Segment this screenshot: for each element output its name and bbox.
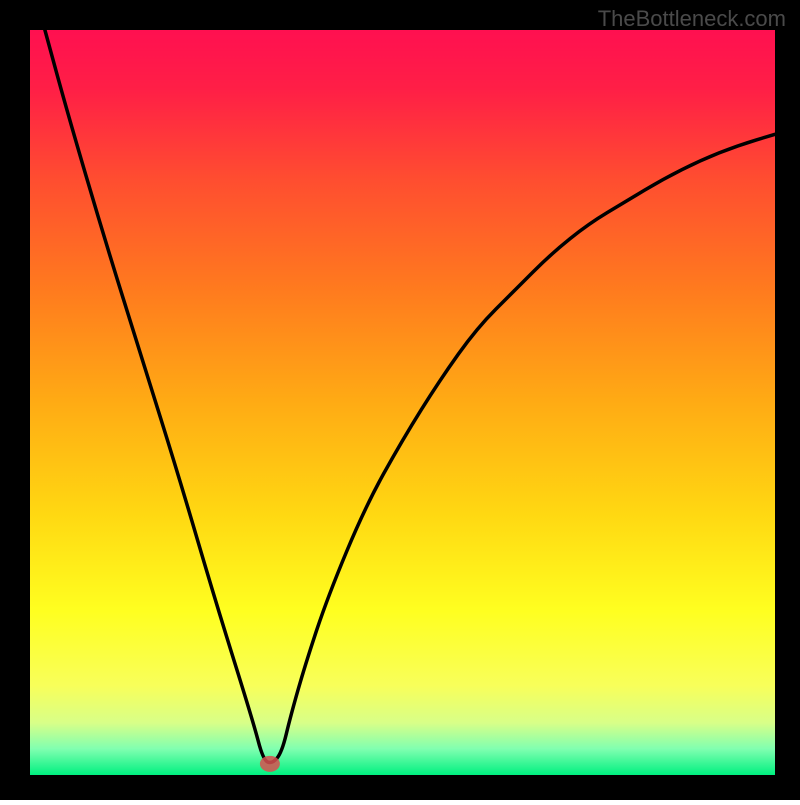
watermark-text: TheBottleneck.com <box>598 6 786 32</box>
plot-area-gradient <box>30 30 775 775</box>
bottleneck-chart: TheBottleneck.com <box>0 0 800 800</box>
chart-svg <box>0 0 800 800</box>
minimum-marker <box>260 756 280 772</box>
